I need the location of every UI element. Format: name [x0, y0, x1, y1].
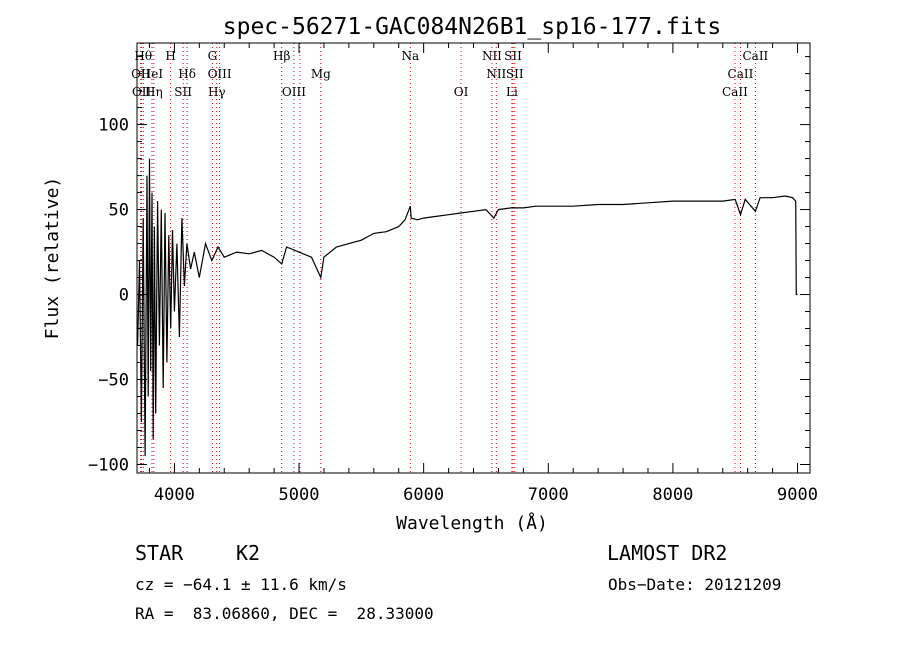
observation-date: Obs−Date: 20121209 — [608, 575, 782, 594]
line-label-10: Hγ — [208, 85, 226, 99]
y-tick-label: 100 — [98, 116, 129, 136]
line-label-22: CaII — [742, 49, 768, 63]
x-tick-label: 8000 — [652, 485, 693, 505]
line-label-21: Li — [506, 85, 518, 99]
line-label-8: G — [208, 49, 218, 63]
survey-name: LAMOST DR2 — [607, 541, 728, 565]
line-label-13: OIII — [282, 85, 306, 99]
line-label-4: Hη — [145, 85, 163, 99]
x-tick-label: 6000 — [403, 485, 444, 505]
line-label-15: Na — [401, 49, 419, 63]
line-label-23: CaII — [728, 67, 754, 81]
spectrum-series-line — [137, 158, 798, 457]
x-tick-label: 4000 — [154, 485, 195, 505]
line-label-7: SII — [174, 85, 192, 99]
object-class: STAR — [135, 541, 184, 565]
coordinates: RA = 83.06860, DEC = 28.33000 — [135, 604, 434, 623]
line-label-5: H — [165, 49, 175, 63]
y-axis-title: Flux (relative) — [42, 177, 63, 340]
line-label-9: OIII — [208, 67, 232, 81]
y-tick-label: −100 — [88, 456, 129, 476]
line-label-11: Hβ — [273, 49, 290, 63]
chart-title: spec-56271-GAC084N26B1_sp16-177.fits — [223, 14, 722, 40]
line-label-19: SII — [504, 49, 522, 63]
plot-frame — [136, 42, 811, 474]
line-label-18: OI — [454, 85, 469, 99]
y-axis: −100 −50 0 50 100 — [88, 56, 810, 476]
x-tick-label: 7000 — [528, 485, 569, 505]
x-tick-label: 5000 — [279, 485, 320, 505]
line-label-24: CaII — [722, 85, 748, 99]
x-tick-label: 9000 — [777, 485, 818, 505]
line-label-17: NII — [486, 67, 506, 81]
x-axis-title: Wavelength (Å) — [396, 512, 548, 534]
line-label-6: Hδ — [178, 67, 196, 81]
line-label-12: Mg — [311, 67, 331, 81]
y-tick-label: 50 — [109, 201, 129, 221]
line-label-16: NII — [482, 49, 502, 63]
redshift-velocity: cz = −64.1 ± 11.6 km/s — [135, 575, 347, 594]
spectral-line-markers — [140, 43, 756, 473]
line-label-20: SII — [506, 67, 524, 81]
object-subclass: K2 — [236, 541, 261, 565]
line-label-0: Hθ — [134, 49, 152, 63]
y-tick-label: 0 — [119, 286, 129, 306]
x-axis: 4000 5000 6000 7000 8000 9000 — [148, 43, 818, 505]
y-tick-label: −50 — [98, 371, 129, 391]
line-label-3: HeI — [141, 67, 164, 81]
